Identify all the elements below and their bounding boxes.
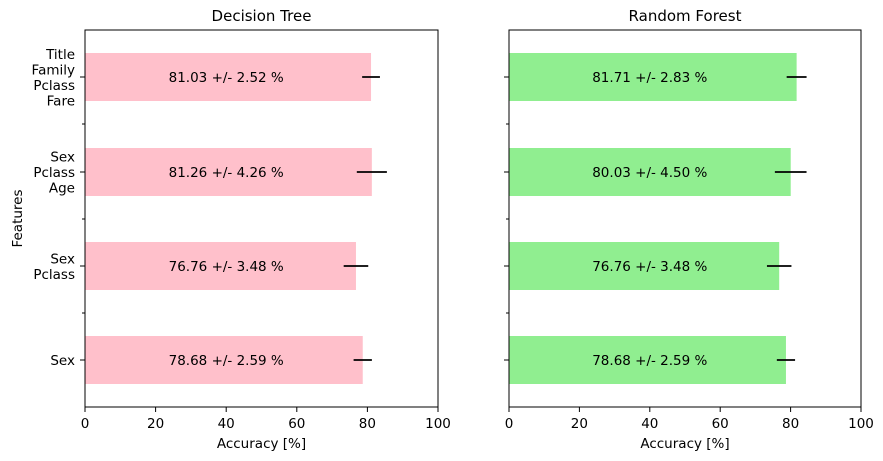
bar-value-label: 76.76 +/- 3.48 % [169,259,284,275]
x-tick-label: 100 [425,416,451,432]
x-tick-label: 80 [359,416,376,432]
chart-title: Random Forest [629,7,742,25]
x-axis-label: Accuracy [%] [640,436,729,452]
x-tick-label: 0 [505,416,514,432]
bar [509,336,786,384]
bar-value-label: 78.68 +/- 2.59 % [592,353,707,369]
bar-value-label: 81.03 +/- 2.52 % [169,70,284,86]
x-tick-label: 20 [571,416,588,432]
x-tick-label: 20 [147,416,164,432]
bar [509,242,780,290]
x-tick-label: 40 [218,416,235,432]
x-tick-label: 100 [848,416,874,432]
x-axis-label: Accuracy [%] [217,436,306,452]
y-axis-label: Features [10,189,26,247]
bar [85,242,356,290]
x-tick-label: 80 [782,416,799,432]
bar-value-label: 80.03 +/- 4.50 % [592,165,707,181]
bar [85,53,372,101]
y-tick-label: Family [32,62,75,78]
y-tick-label: Pclass [33,78,75,94]
bar-value-label: 81.71 +/- 2.83 % [592,70,707,86]
chart-panel-2: 78.68 +/- 2.59 % 76.76 +/- 3.48 % 80.03 +/… [504,7,874,452]
bar-value-label: 76.76 +/- 3.48 % [592,259,707,275]
x-tick-label: 0 [81,416,90,432]
y-tick-label: Pclass [33,165,75,181]
chart-title: Decision Tree [212,7,312,25]
bar [509,53,797,101]
y-tick-label: Sex [50,251,75,267]
bar [509,148,791,196]
bar [85,148,372,196]
y-tick-label: Fare [47,93,75,109]
y-tick-label: Sex [50,353,75,369]
y-tick-label: Pclass [33,267,75,283]
chart-panel-1: 78.68 +/- 2.59 % 76.76 +/- 3.48 % 81.26 +/… [10,7,451,452]
x-tick-label: 60 [288,416,305,432]
x-tick-label: 40 [641,416,658,432]
bar-value-label: 78.68 +/- 2.59 % [169,353,284,369]
y-tick-label: Title [45,47,75,63]
y-tick-label: Sex [50,150,75,166]
bar-value-label: 81.26 +/- 4.26 % [169,165,284,181]
x-tick-label: 60 [712,416,729,432]
y-tick-label: Age [49,181,75,197]
bar [85,336,363,384]
